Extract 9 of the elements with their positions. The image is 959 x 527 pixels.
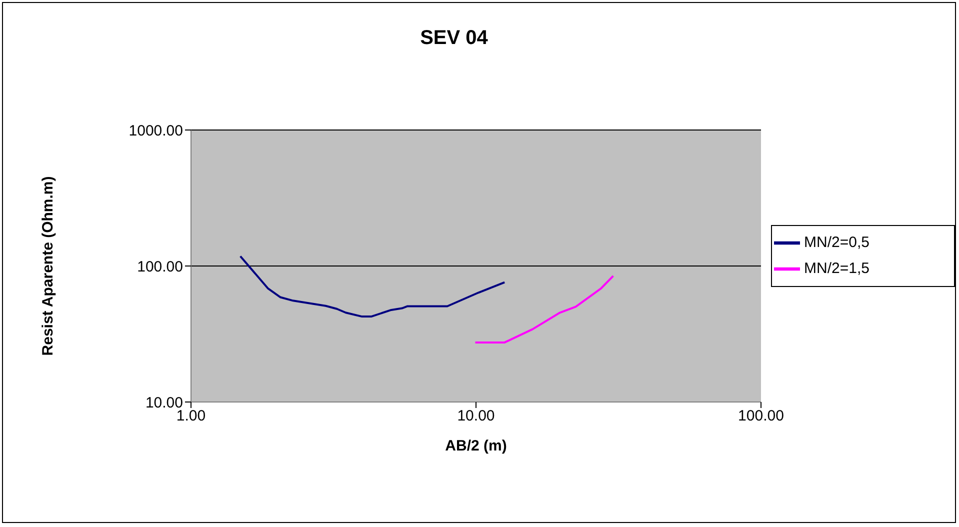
y-axis-title: Resist Aparente (Ohm.m): [39, 176, 56, 356]
x-axis-title: AB/2 (m): [445, 438, 507, 455]
chart-title: SEV 04: [419, 27, 489, 50]
x-tick-label: 10.00: [457, 408, 495, 425]
legend-label: MN/2=0,5: [804, 233, 870, 250]
x-tick-label: 100.00: [738, 408, 784, 425]
legend-label: MN/2=1,5: [804, 259, 870, 276]
y-tick-label: 1000.00: [128, 122, 183, 140]
y-tick-label: 100.00: [137, 258, 183, 276]
